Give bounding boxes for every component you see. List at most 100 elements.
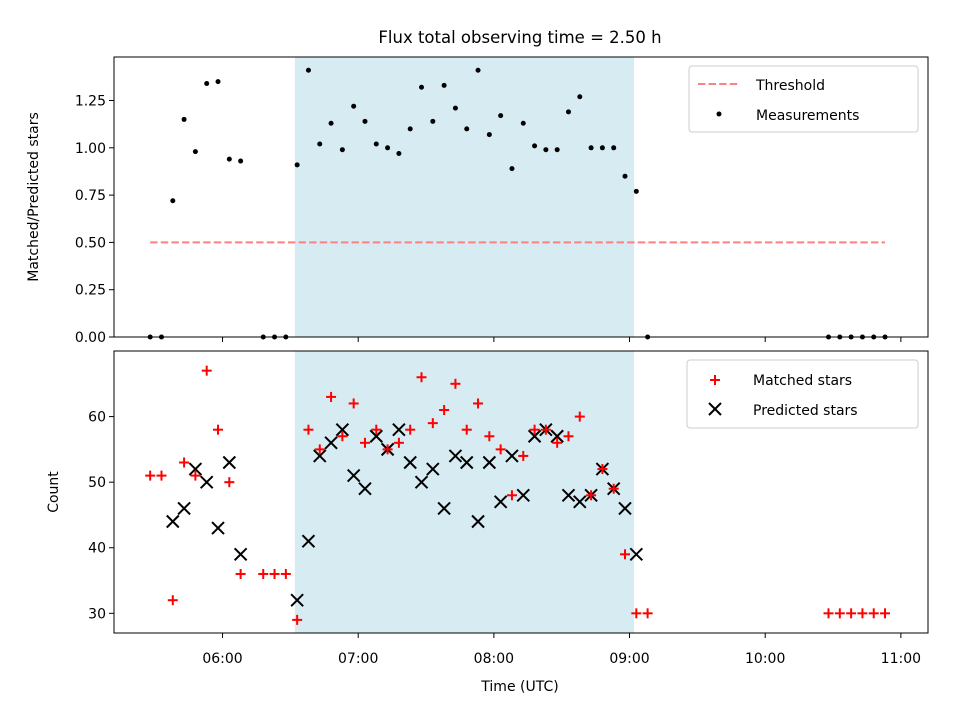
matched-star-point — [337, 431, 348, 442]
predicted-star-point — [482, 455, 497, 470]
count-y-tick-label: 30 — [88, 606, 106, 622]
measurement-point — [238, 158, 244, 164]
matched-star-point — [597, 464, 608, 475]
matched-star-point — [190, 470, 201, 481]
chart-title: Flux total observing time = 2.50 h — [378, 28, 661, 47]
matched-star-point — [280, 568, 291, 579]
predicted-star-point — [233, 547, 248, 562]
predicted-star-point — [211, 521, 225, 535]
predicted-star-point — [493, 495, 508, 509]
predicted-star-point — [561, 488, 576, 502]
count-y-tick-label: 60 — [88, 410, 106, 426]
measurement-point — [192, 149, 198, 155]
matched-star-point — [495, 444, 506, 455]
matched-star-point — [371, 424, 382, 435]
matched-star-point — [484, 431, 495, 442]
matched-star-point — [201, 365, 212, 376]
measurement-point — [170, 198, 176, 204]
count-legend-box — [686, 359, 919, 429]
observing-window-shade-lower — [294, 351, 635, 633]
matched-star-point — [359, 437, 370, 448]
count-legend: Matched stars Predicted stars — [686, 359, 919, 429]
matched-star-point — [382, 444, 393, 455]
legend-predicted-label: Predicted stars — [753, 403, 858, 419]
time-x-tick-label: 10:00 — [745, 651, 785, 667]
legend-matched-label: Matched stars — [753, 373, 852, 389]
ratio-y-tick-label: 0.00 — [75, 330, 106, 346]
matched-star-point — [461, 424, 472, 435]
matched-star-point — [167, 595, 178, 606]
ratio-legend: Threshold Measurements — [688, 65, 919, 133]
measurement-points — [147, 67, 888, 340]
predicted-star-point — [527, 429, 542, 443]
matched-star-point — [529, 424, 540, 435]
matched-star-point — [880, 608, 891, 619]
measurement-point — [181, 116, 187, 122]
measurement-point — [498, 113, 504, 119]
matched-star-point — [427, 418, 438, 429]
time-x-tick-label: 08:00 — [474, 651, 514, 667]
matched-star-point — [506, 490, 517, 501]
matched-star-point — [552, 437, 563, 448]
measurement-point — [305, 67, 311, 73]
matched-star-point — [586, 490, 597, 501]
matched-star-point — [235, 568, 246, 579]
predicted-star-point — [516, 488, 530, 502]
measurement-point — [611, 145, 617, 151]
measurement-point — [362, 118, 368, 124]
legend-measurements-swatch — [716, 111, 722, 117]
measurement-point — [486, 132, 492, 138]
measurement-point — [464, 126, 470, 132]
predicted-star-point — [573, 495, 587, 509]
measurement-point — [565, 109, 571, 115]
matched-star-point — [224, 477, 235, 488]
predicted-star-point — [414, 475, 429, 489]
time-x-tick-label: 07:00 — [338, 651, 378, 667]
predicted-star-point — [324, 436, 338, 450]
measurement-point — [441, 82, 447, 88]
ratio-y-tick-label: 1.25 — [75, 94, 106, 110]
matched-star-point — [868, 608, 879, 619]
matched-star-point — [348, 398, 359, 409]
measurement-point — [215, 79, 221, 85]
matched-star-point — [518, 450, 529, 461]
matched-star-point — [574, 411, 585, 422]
measurement-point — [204, 80, 210, 86]
matched-star-point — [620, 549, 631, 560]
matched-star-point — [292, 614, 303, 625]
time-x-tick-label: 11:00 — [881, 651, 921, 667]
predicted-star-point — [403, 455, 417, 470]
ratio-legend-box — [688, 65, 919, 133]
ratio-y-tick-label: 0.50 — [75, 235, 106, 251]
matched-star-point — [405, 424, 416, 435]
predicted-star-point — [426, 462, 440, 476]
predicted-star-point — [222, 455, 237, 470]
predicted-star-point — [505, 449, 519, 463]
ratio-y-tick-label: 0.75 — [75, 188, 106, 204]
measurement-point — [475, 67, 481, 73]
ratio-y-axis-label: Matched/Predicted stars — [26, 112, 42, 282]
predicted-star-point — [550, 429, 564, 443]
matched-star-point — [393, 437, 404, 448]
matched-star-point — [857, 608, 868, 619]
legend-matched-swatch — [710, 375, 720, 385]
measurement-point — [520, 120, 526, 126]
predicted-star-point — [358, 482, 372, 496]
matched-star-point — [450, 378, 461, 389]
matched-star-point — [439, 405, 450, 416]
measurement-point — [588, 145, 594, 151]
matched-star-point — [416, 372, 427, 383]
measurement-point — [328, 120, 334, 126]
predicted-star-point — [301, 534, 316, 548]
matched-star-point — [823, 608, 834, 619]
matched-star-point — [213, 424, 224, 435]
matched-star-point — [269, 568, 280, 579]
predicted-star-point — [471, 514, 485, 529]
time-x-tick-label: 09:00 — [609, 651, 649, 667]
matched-star-point — [156, 470, 167, 481]
measurement-point — [622, 173, 628, 179]
measurement-point — [554, 147, 560, 153]
matched-star-point — [834, 608, 845, 619]
count-panel-frame — [113, 350, 929, 634]
